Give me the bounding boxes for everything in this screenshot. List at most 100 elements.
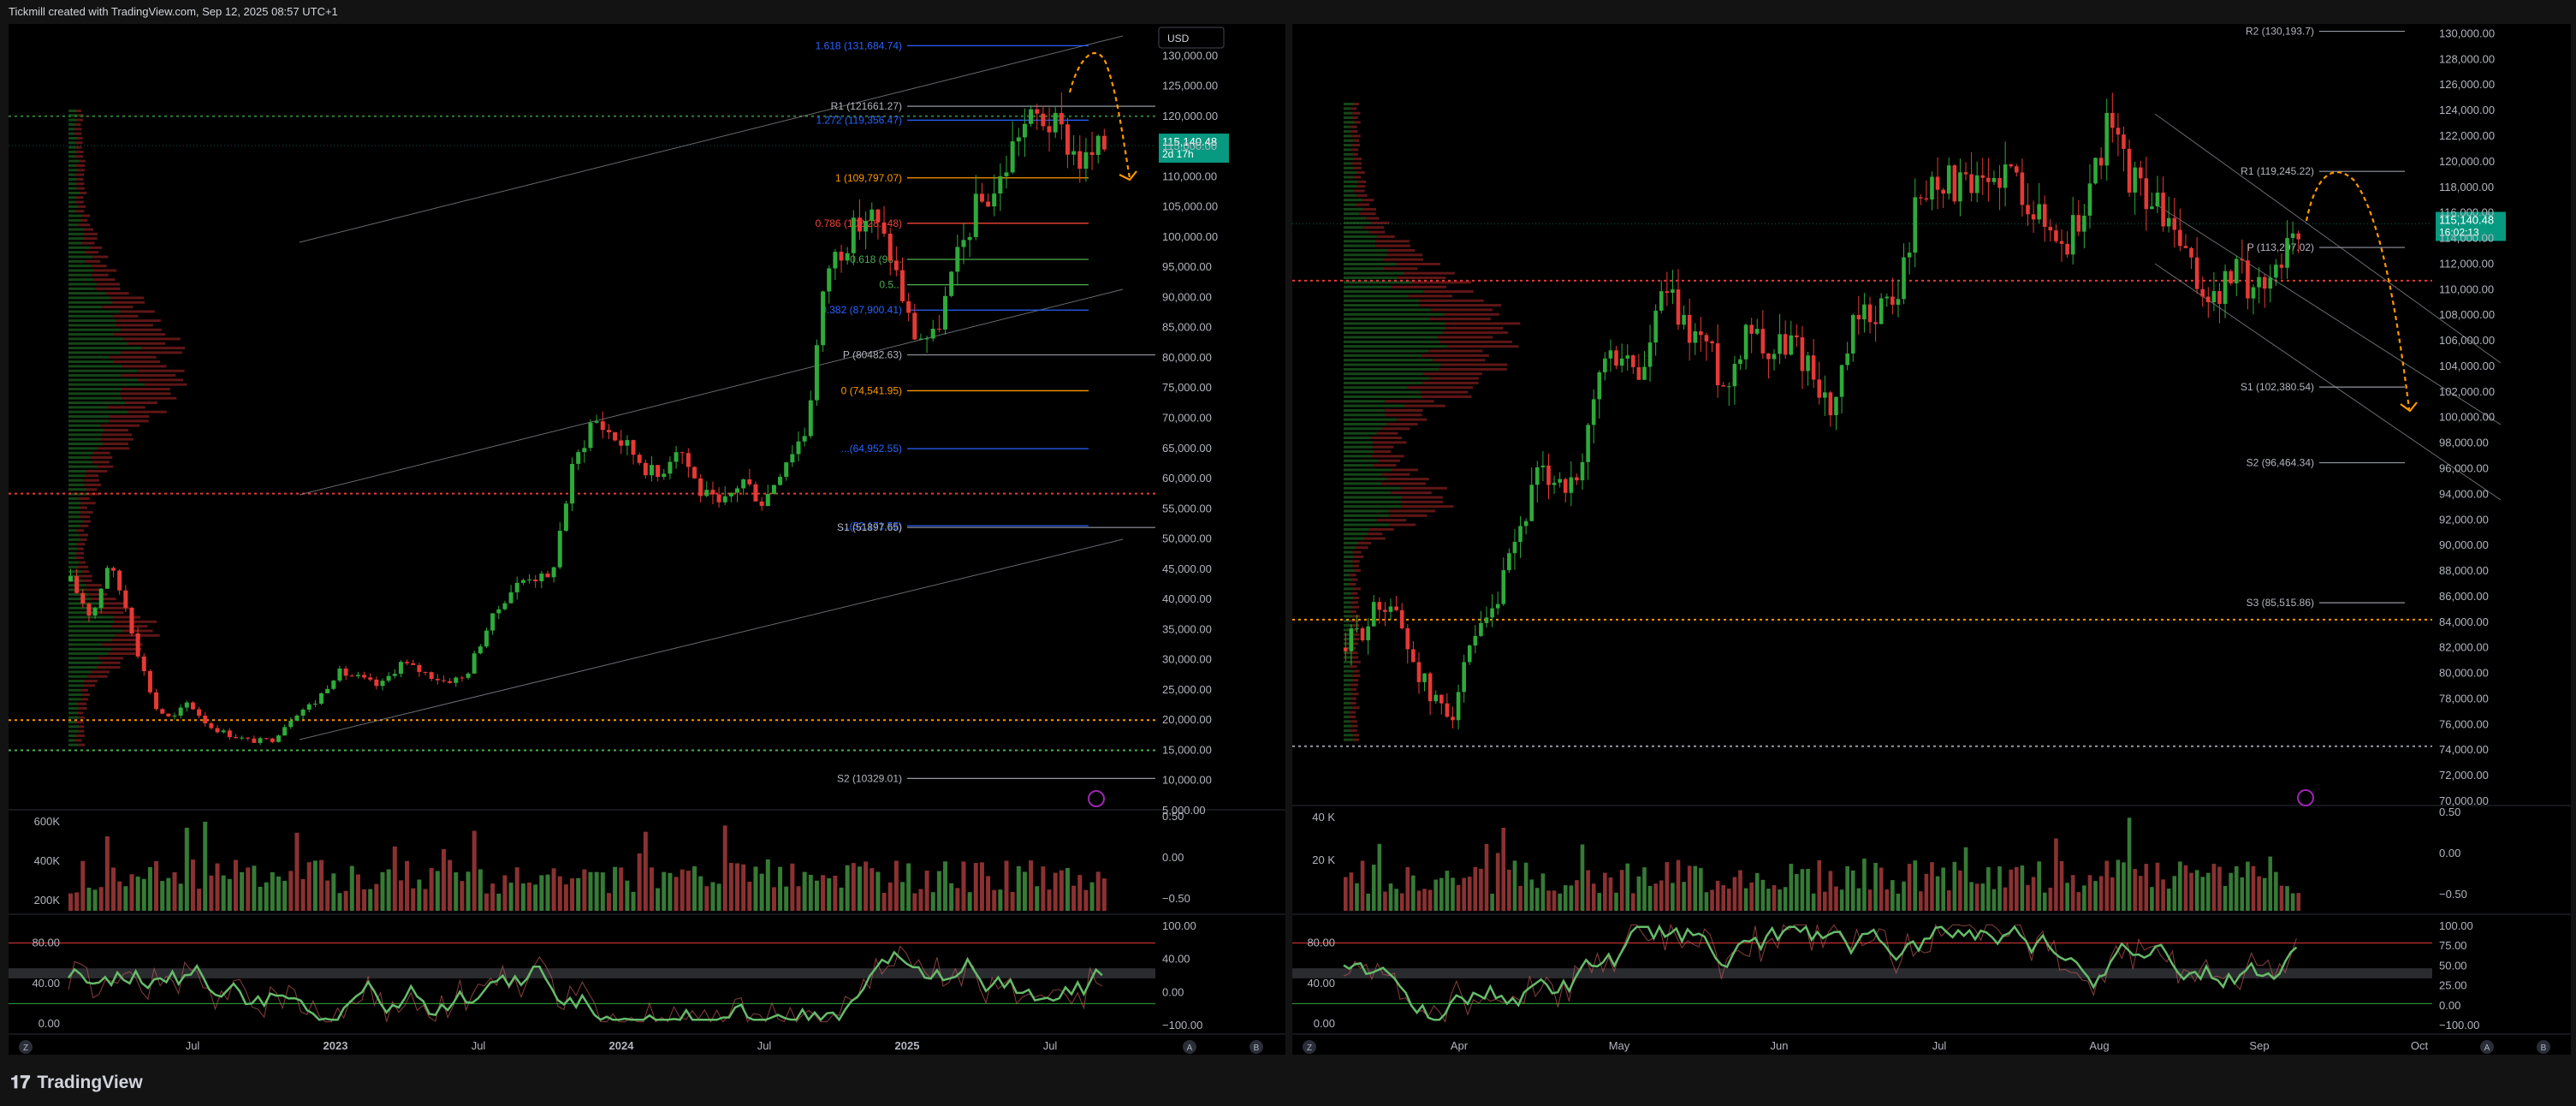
candle-body bbox=[1394, 606, 1398, 610]
axis-badge[interactable] bbox=[19, 1040, 33, 1054]
candle-body bbox=[147, 670, 152, 693]
volume-bar bbox=[539, 875, 544, 911]
axis-badge[interactable] bbox=[2480, 1040, 2494, 1054]
volume-profile-bar bbox=[80, 688, 89, 692]
volume-profile-bar bbox=[1372, 445, 1394, 449]
left-chart-svg[interactable]: 1.618 (131,684.74) 1.272 (119,356.47) 1 (1… bbox=[9, 24, 1285, 1055]
volume-profile-bar bbox=[84, 228, 94, 231]
volume-bar bbox=[527, 882, 532, 911]
volume-profile-bar bbox=[68, 574, 80, 578]
right-chart-svg[interactable]: R2 (130,193.7) R1 (119,245.22) P (113,297.… bbox=[1292, 24, 2571, 1055]
volume-profile-bar bbox=[142, 347, 186, 350]
lightning-icon[interactable] bbox=[2297, 789, 2314, 806]
candle-body bbox=[1445, 703, 1450, 717]
candle-body bbox=[533, 580, 538, 582]
candle-body bbox=[1473, 635, 1478, 646]
candle-body bbox=[674, 452, 679, 462]
volume-bar bbox=[1529, 879, 1534, 911]
volume-bar bbox=[918, 889, 923, 911]
axis-badge[interactable] bbox=[1183, 1040, 1196, 1054]
volume-profile-bar bbox=[91, 670, 110, 674]
volume-bar bbox=[2257, 876, 2261, 911]
axis-badge-label[interactable]: Z bbox=[1307, 1044, 1312, 1053]
volume-profile-bar bbox=[68, 259, 86, 263]
tradingview-logo[interactable]: 𝟏𝟕 TradingView bbox=[10, 1072, 143, 1093]
lightning-icon[interactable] bbox=[1088, 790, 1105, 807]
volume-profile-bar bbox=[1368, 527, 1394, 531]
candle-body bbox=[1077, 151, 1083, 169]
axis-badge[interactable] bbox=[1303, 1040, 1316, 1054]
volume-profile-bar bbox=[1344, 568, 1355, 572]
candle-body bbox=[2251, 287, 2256, 299]
axis-badge-label[interactable]: B bbox=[2541, 1044, 2547, 1053]
candle-body bbox=[790, 454, 795, 463]
volume-profile-bar bbox=[1353, 587, 1362, 591]
volume-bar bbox=[1754, 872, 1760, 911]
price-axis-tick: 120,000.00 bbox=[2439, 155, 2495, 168]
volume-profile-bar bbox=[104, 429, 128, 431]
currency-label[interactable]: USD bbox=[1167, 33, 1190, 45]
volume-profile-bar bbox=[68, 328, 121, 331]
candle-body bbox=[2150, 206, 2154, 210]
candle-body bbox=[1997, 177, 2002, 188]
candle-body bbox=[967, 236, 972, 241]
axis-badge-label[interactable]: A bbox=[1187, 1044, 1193, 1053]
volume-profile-bar bbox=[95, 287, 121, 290]
volume-bar bbox=[1029, 860, 1034, 911]
volume-bar bbox=[1896, 893, 1901, 911]
volume-profile-bar bbox=[1344, 482, 1382, 485]
candle-body bbox=[2076, 215, 2081, 232]
volume-profile-bar bbox=[112, 300, 145, 304]
price-axis-tick: 74,000.00 bbox=[2439, 743, 2489, 756]
volume-bar bbox=[190, 859, 195, 911]
right-chart-panel[interactable]: R2 (130,193.7) R1 (119,245.22) P (113,297.… bbox=[1292, 24, 2571, 1055]
axis-badge[interactable] bbox=[2537, 1040, 2550, 1054]
volume-bar bbox=[1676, 859, 1681, 911]
volume-bar bbox=[1451, 877, 1455, 911]
volume-profile-bar bbox=[1350, 125, 1357, 128]
candle-body bbox=[343, 668, 348, 676]
volume-bar bbox=[1462, 877, 1466, 911]
volume-profile-bar bbox=[1383, 258, 1424, 261]
volume-profile-bar bbox=[1404, 404, 1445, 407]
candle-body bbox=[1366, 626, 1370, 640]
candle-body bbox=[735, 488, 740, 493]
volume-profile-bar bbox=[68, 169, 79, 172]
volume-bar bbox=[1732, 877, 1737, 911]
pivot-level-label: R1 (119,245.22) bbox=[2241, 165, 2314, 177]
axis-badge[interactable] bbox=[1249, 1040, 1263, 1054]
volume-bar bbox=[246, 867, 251, 911]
volume-bar bbox=[887, 882, 893, 911]
volume-profile-bar bbox=[1344, 728, 1350, 732]
volume-profile-bar bbox=[1344, 212, 1360, 216]
volume-profile-bar bbox=[1349, 711, 1356, 714]
volume-bar bbox=[2104, 860, 2110, 911]
volume-profile-bar bbox=[68, 122, 76, 126]
volume-profile-bar bbox=[109, 419, 149, 423]
volume-bar bbox=[2172, 876, 2177, 911]
volume-bar bbox=[104, 836, 110, 911]
bar-countdown: 16:02:13 bbox=[2439, 227, 2479, 239]
price-axis-tick: 70,000.00 bbox=[2439, 794, 2489, 807]
candle-body bbox=[839, 252, 844, 261]
axis-badge-label[interactable]: Z bbox=[23, 1044, 28, 1053]
volume-profile-bar bbox=[121, 351, 182, 354]
volume-profile-bar bbox=[1344, 523, 1390, 526]
volume-profile-bar bbox=[97, 666, 121, 669]
volume-profile-bar bbox=[85, 251, 99, 254]
volume-profile-bar bbox=[75, 122, 81, 126]
axis-badge-label[interactable]: B bbox=[1254, 1044, 1260, 1053]
volume-bar bbox=[1811, 893, 1816, 911]
volume-bar bbox=[392, 846, 397, 911]
volume-bar bbox=[1377, 843, 1382, 911]
currency-button[interactable] bbox=[1158, 27, 1225, 49]
candle-body bbox=[300, 709, 306, 716]
axis-badge-label[interactable]: A bbox=[2484, 1044, 2490, 1053]
volume-bar bbox=[1890, 880, 1895, 911]
volume-profile-bar bbox=[68, 543, 77, 546]
osc-axis-tick: 0.00 bbox=[39, 1017, 60, 1030]
left-chart-panel[interactable]: 1.618 (131,684.74) 1.272 (119,356.47) 1 (1… bbox=[9, 24, 1285, 1055]
candle-body bbox=[668, 461, 673, 474]
volume-bar bbox=[1540, 873, 1546, 911]
candle-body bbox=[2279, 265, 2284, 268]
